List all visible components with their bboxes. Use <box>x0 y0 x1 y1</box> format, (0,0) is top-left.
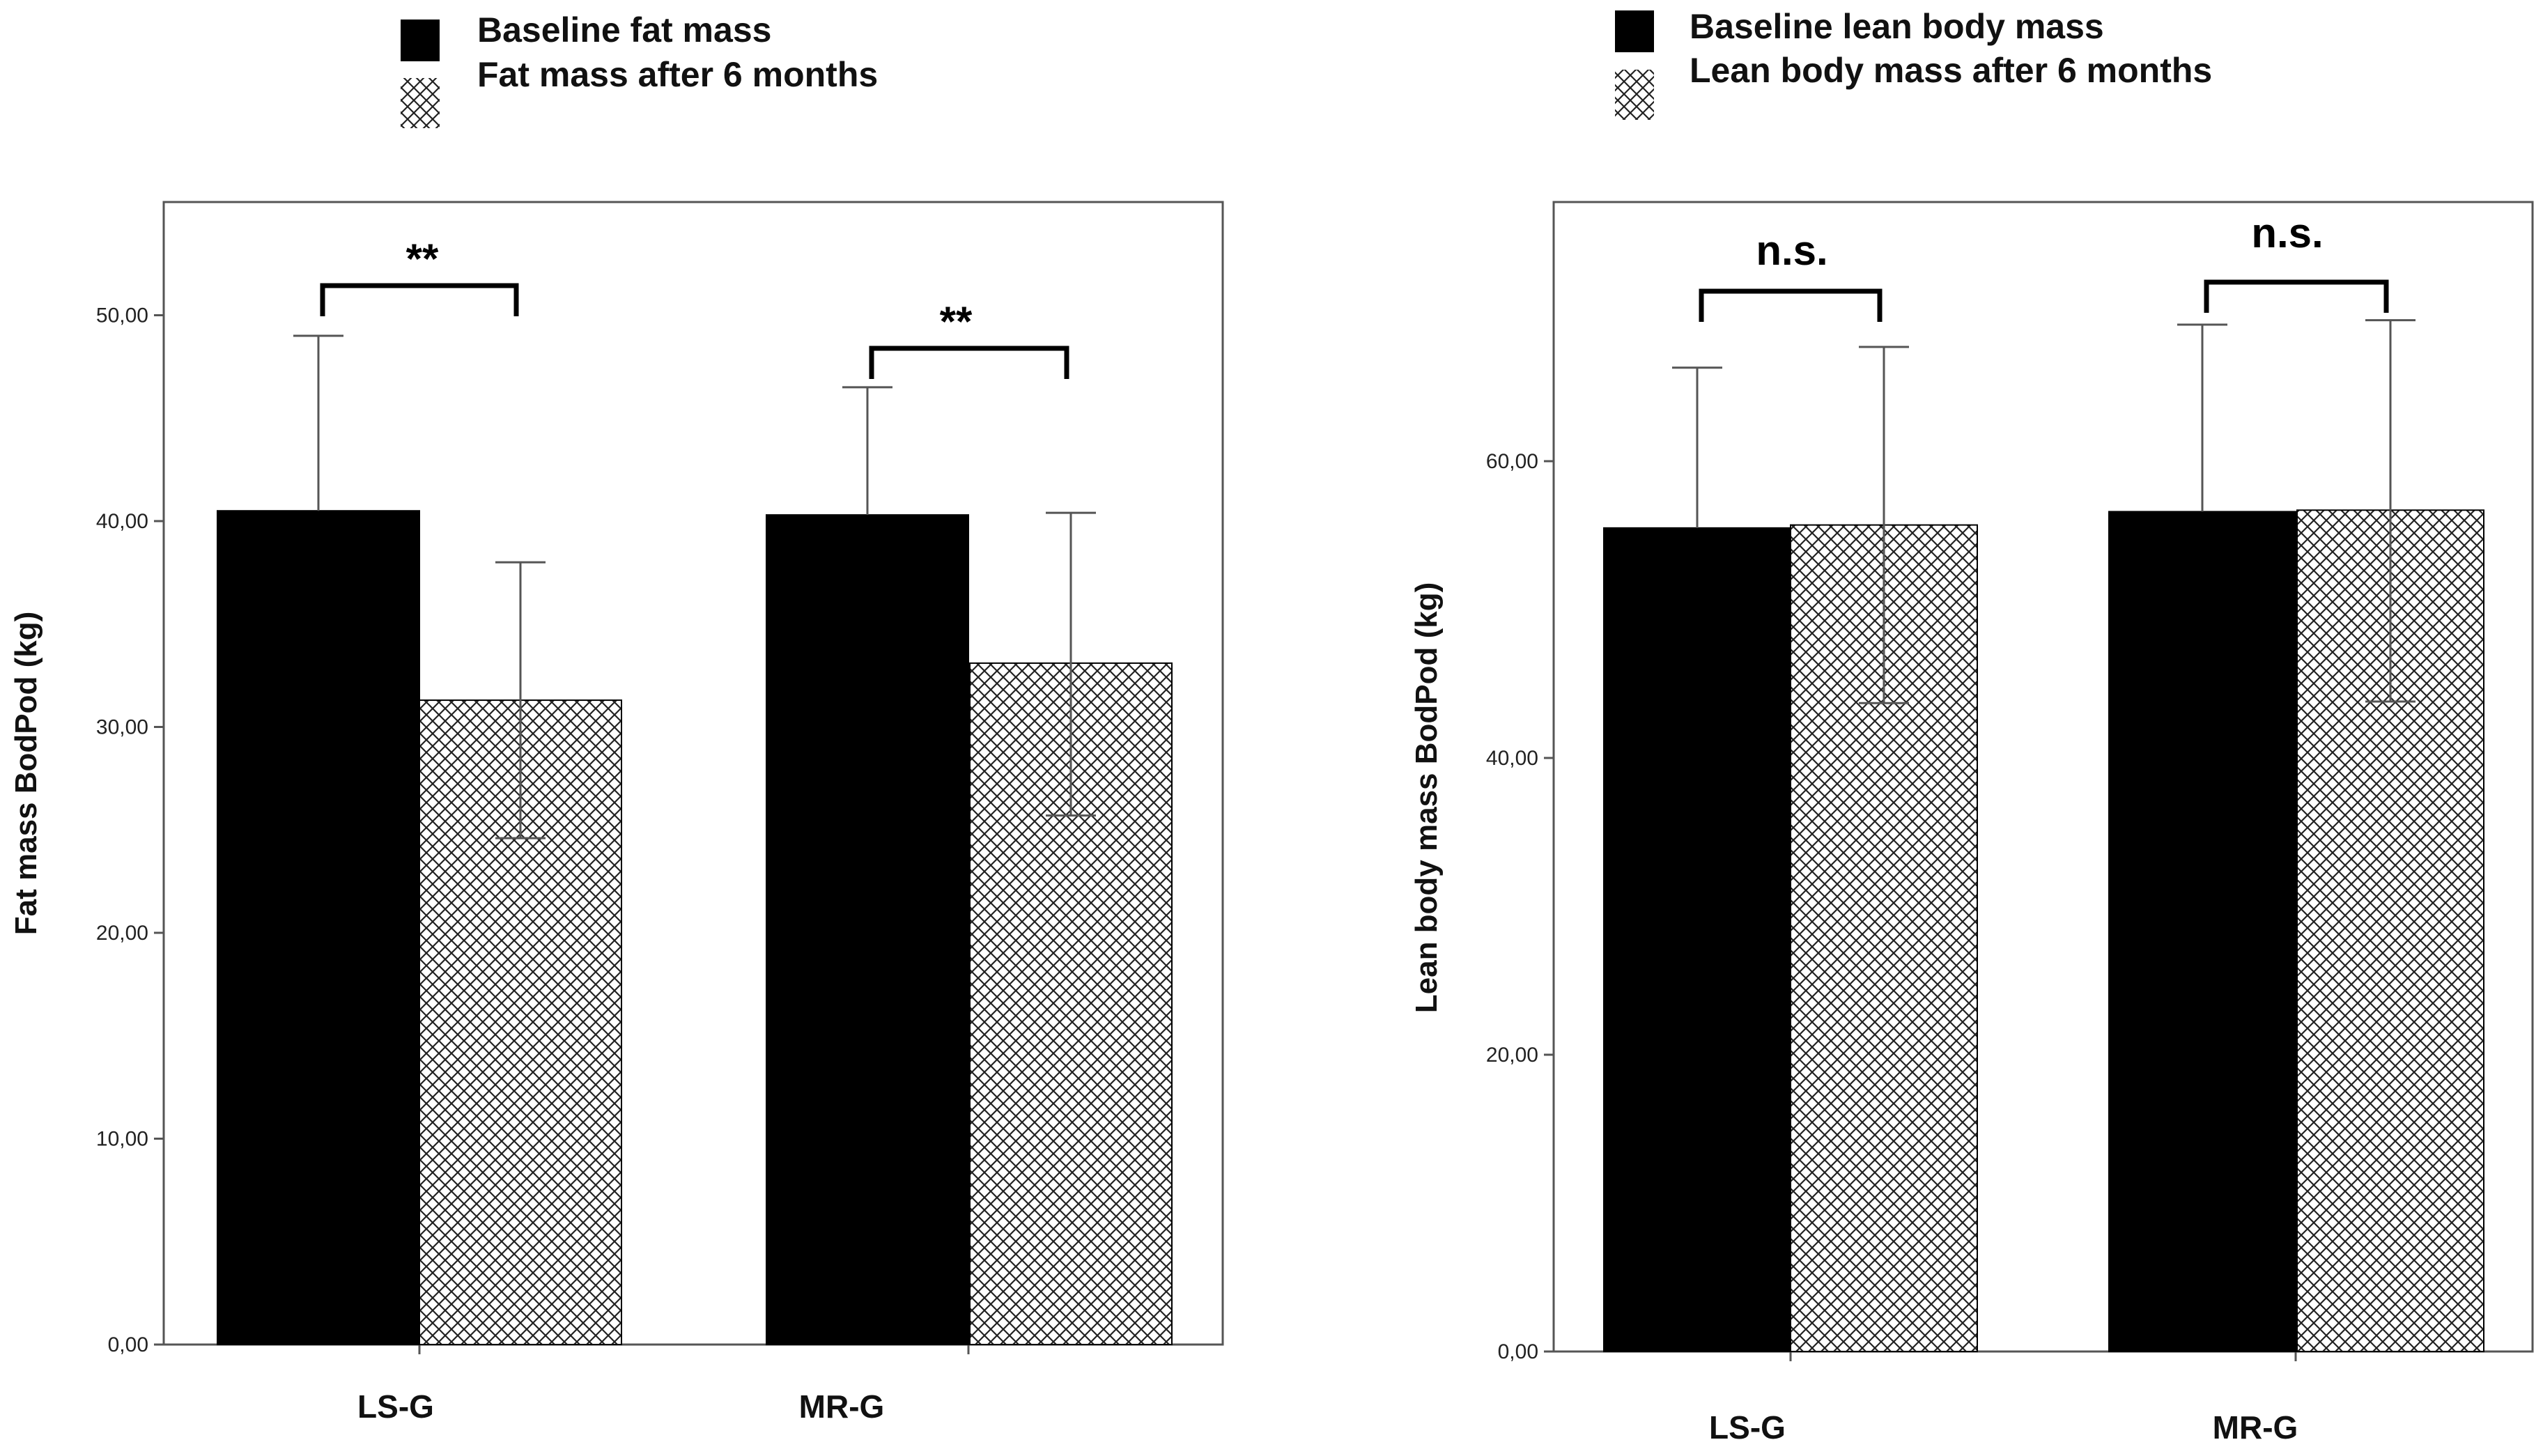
legend-swatch-baseline-fat <box>401 20 440 61</box>
left-bar-baseline-mr-g <box>766 514 969 1345</box>
left-ytick-label-20: 20,00 <box>96 922 148 945</box>
left-bar-baseline-ls-g <box>217 510 420 1345</box>
left-bar-marks <box>217 283 1173 1354</box>
left-ytick-label-50: 50,00 <box>96 304 148 327</box>
right-significance-bracket-ls-g <box>1699 288 1883 322</box>
right-y-ticks: 0,00 20,00 40,00 60,00 <box>1486 450 1554 1363</box>
legend-label-baseline-fat: Baseline fat mass <box>477 10 771 49</box>
right-significance-ls-g: n.s. <box>1756 227 1827 274</box>
right-bar-marks <box>1603 279 2484 1361</box>
legend-label-fat-after: Fat mass after 6 months <box>477 55 878 94</box>
right-category-label-ls-g: LS-G <box>1709 1409 1786 1446</box>
left-significance-bracket-ls-g <box>320 283 519 316</box>
legend-swatch-lean-after <box>1615 70 1654 120</box>
left-ytick-label-0: 0,00 <box>108 1333 148 1356</box>
legend-left: Baseline fat mass Fat mass after 6 month… <box>401 10 878 128</box>
legend-swatch-fat-after <box>401 78 440 128</box>
right-significance-bracket-mr-g <box>2204 279 2389 313</box>
left-category-label-mr-g: MR-G <box>799 1388 885 1425</box>
legend-label-lean-after: Lean body mass after 6 months <box>1690 51 2212 90</box>
legend-label-baseline-lean: Baseline lean body mass <box>1690 7 2104 46</box>
left-ytick-label-10: 10,00 <box>96 1128 148 1151</box>
right-plot-frame <box>1552 201 2534 1353</box>
right-ytick-label-20: 20,00 <box>1486 1044 1538 1067</box>
right-category-label-mr-g: MR-G <box>2213 1409 2298 1446</box>
left-chart: Fat mass BodPod (kg) 0,00 10,00 20,00 30… <box>9 201 1224 1425</box>
left-bar-after-6-months-ls-g <box>419 699 622 1345</box>
right-chart: Lean body mass BodPod (kg) 0,00 20,00 40… <box>1409 201 2534 1446</box>
left-plot-frame <box>162 201 1224 1346</box>
left-y-ticks: 0,00 10,00 20,00 30,00 40,00 50,00 <box>96 304 164 1356</box>
right-ytick-label-40: 40,00 <box>1486 747 1538 770</box>
right-ytick-label-0: 0,00 <box>1498 1340 1538 1363</box>
left-y-axis-title: Fat mass BodPod (kg) <box>9 612 43 936</box>
legend-right: Baseline lean body mass Lean body mass a… <box>1615 7 2212 120</box>
left-category-label-ls-g: LS-G <box>357 1388 434 1425</box>
right-bar-baseline-ls-g <box>1603 527 1791 1352</box>
left-significance-mr-g: ** <box>940 298 973 345</box>
right-bar-baseline-mr-g <box>2108 511 2296 1352</box>
right-y-axis-title: Lean body mass BodPod (kg) <box>1409 582 1444 1014</box>
right-significance-mr-g: n.s. <box>2251 210 2323 256</box>
left-significance-bracket-mr-g <box>869 346 1069 379</box>
left-ytick-label-40: 40,00 <box>96 510 148 533</box>
left-ytick-label-30: 30,00 <box>96 716 148 739</box>
legend-swatch-baseline-lean <box>1615 10 1654 52</box>
right-ytick-label-60: 60,00 <box>1486 450 1538 473</box>
left-significance-ls-g: ** <box>406 235 439 282</box>
